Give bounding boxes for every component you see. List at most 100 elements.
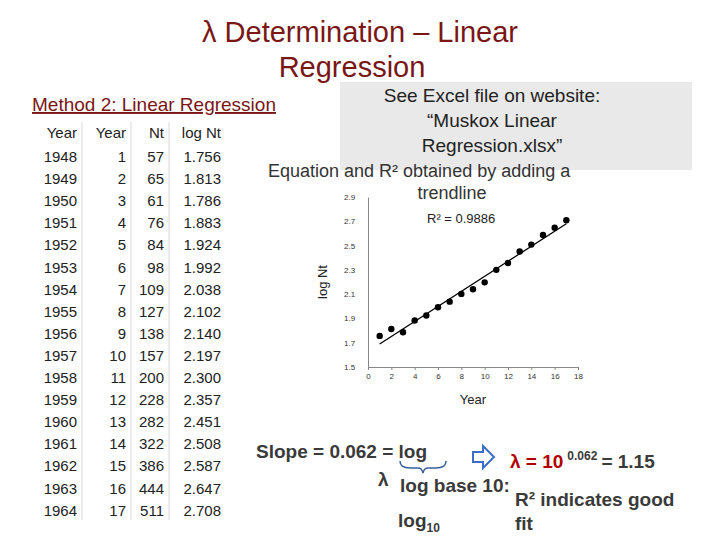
table-cell: 5 xyxy=(118,236,126,253)
table-cell: 1948 xyxy=(44,148,77,165)
x-axis: 024681012141618 xyxy=(366,367,583,381)
table-cell: 228 xyxy=(139,391,164,408)
table-cell: 14 xyxy=(109,435,126,452)
x-tick-mark xyxy=(391,367,392,370)
y-axis: 1.51.71.92.12.32.52.72.9 xyxy=(344,193,369,372)
x-tick-mark xyxy=(485,367,486,370)
brace xyxy=(400,461,446,473)
x-tick: 14 xyxy=(527,367,536,381)
y-tick-label: 2.9 xyxy=(344,193,356,202)
table-cell: 1951 xyxy=(44,214,77,231)
table-header: Nt xyxy=(149,124,165,141)
x-tick: 12 xyxy=(504,367,513,381)
table-cell: 1964 xyxy=(44,502,77,519)
y-tick: 2.5 xyxy=(344,242,368,251)
x-tick-label: 14 xyxy=(527,372,536,381)
table-cell: 444 xyxy=(139,480,164,497)
data-point xyxy=(470,286,476,292)
lambda-eq-result: = 1.15 xyxy=(601,451,655,472)
table-cell: 12 xyxy=(109,391,126,408)
x-tick: 8 xyxy=(460,367,465,381)
lambda-eq-base: λ = 10 xyxy=(510,451,563,472)
x-axis-title: Year xyxy=(460,392,487,407)
table-cell: 1952 xyxy=(44,236,77,253)
x-tick-mark xyxy=(578,367,579,370)
x-tick: 10 xyxy=(481,367,490,381)
table-cell: 2.357 xyxy=(183,391,221,408)
title: Regression xyxy=(279,51,426,83)
note-box xyxy=(340,82,692,170)
table-cell: 1962 xyxy=(44,457,77,474)
x-tick-label: 10 xyxy=(481,372,490,381)
x-tick: 18 xyxy=(574,367,583,381)
table-cell: 282 xyxy=(139,413,164,430)
x-axis-line xyxy=(369,368,579,371)
table-cell: 11 xyxy=(110,369,126,386)
slope-text: λ xyxy=(378,469,389,490)
note-text: Equation and R² obtained by adding a xyxy=(268,161,571,181)
table-header: Year xyxy=(96,124,126,141)
x-tick-mark xyxy=(531,367,532,370)
column-rule xyxy=(169,122,170,520)
table-cell: 57 xyxy=(147,148,164,165)
table-cell: 76 xyxy=(147,214,164,231)
table-cell: 1959 xyxy=(44,391,77,408)
table-cell: 16 xyxy=(109,480,126,497)
table-cell: 1960 xyxy=(44,413,77,430)
table-cell: 65 xyxy=(147,170,164,187)
table-cell: 6 xyxy=(118,259,126,276)
table-cell: 2.508 xyxy=(183,435,221,452)
table-cell: 1963 xyxy=(44,480,77,497)
table-cell: 1961 xyxy=(44,435,77,452)
table-cell: 138 xyxy=(139,325,164,342)
y-tick: 2.7 xyxy=(344,217,368,226)
table-cell: 10 xyxy=(109,347,126,364)
table-header: Year xyxy=(47,124,77,141)
y-tick-label: 1.7 xyxy=(344,339,356,348)
x-tick: 4 xyxy=(413,367,418,381)
table-cell: 2.708 xyxy=(183,502,221,519)
chart: 0246810121416181.51.71.92.12.32.52.72.9Y… xyxy=(315,193,583,407)
plot-marks xyxy=(376,217,569,344)
table-cell: 1.924 xyxy=(183,236,221,253)
table: YearYearNtlog Nt19481571.75619492651.813… xyxy=(44,122,222,520)
x-tick-mark xyxy=(461,367,462,370)
table-cell: 15 xyxy=(109,457,126,474)
x-tick-mark xyxy=(438,367,439,370)
table-cell: 2.038 xyxy=(183,281,221,298)
y-tick-label: 2.3 xyxy=(344,266,356,275)
slide: λ Determination – LinearRegressionMethod… xyxy=(0,0,720,540)
y-axis-title: log Nt xyxy=(315,265,330,299)
y-tick-label: 2.5 xyxy=(344,242,356,251)
table-cell: 1.992 xyxy=(183,259,221,276)
table-cell: 1.756 xyxy=(183,148,221,165)
x-tick: 6 xyxy=(436,367,441,381)
annotation: R² = 0.9886 xyxy=(427,211,495,226)
table-cell: 1949 xyxy=(44,170,77,187)
title: λ Determination – Linear xyxy=(202,16,518,48)
data-point xyxy=(563,217,569,223)
table-cell: 4 xyxy=(118,214,126,231)
x-tick: 16 xyxy=(551,367,560,381)
x-tick-label: 4 xyxy=(413,372,418,381)
y-tick: 1.9 xyxy=(344,314,368,323)
table-cell: 2.102 xyxy=(183,303,221,320)
table-cell: 2.197 xyxy=(183,347,221,364)
table-cell: 1 xyxy=(118,148,126,165)
table-cell: 2.300 xyxy=(183,369,221,386)
box-text: “Muskox Linear xyxy=(427,110,558,131)
y-tick: 1.5 xyxy=(344,363,368,372)
table-cell: 17 xyxy=(109,502,126,519)
table-cell: 1950 xyxy=(44,192,77,209)
x-tick: 0 xyxy=(366,367,371,381)
table-cell: 3 xyxy=(118,192,126,209)
table-cell: 1.813 xyxy=(183,170,221,187)
box-text: See Excel file on website: xyxy=(384,85,601,106)
table-cell: 1956 xyxy=(44,325,77,342)
table-cell: 1954 xyxy=(44,281,77,298)
table-header: log Nt xyxy=(182,124,222,141)
table-cell: 511 xyxy=(140,502,164,519)
table-cell: 127 xyxy=(139,303,164,320)
table-cell: 200 xyxy=(139,369,164,386)
x-tick-label: 0 xyxy=(366,372,371,381)
